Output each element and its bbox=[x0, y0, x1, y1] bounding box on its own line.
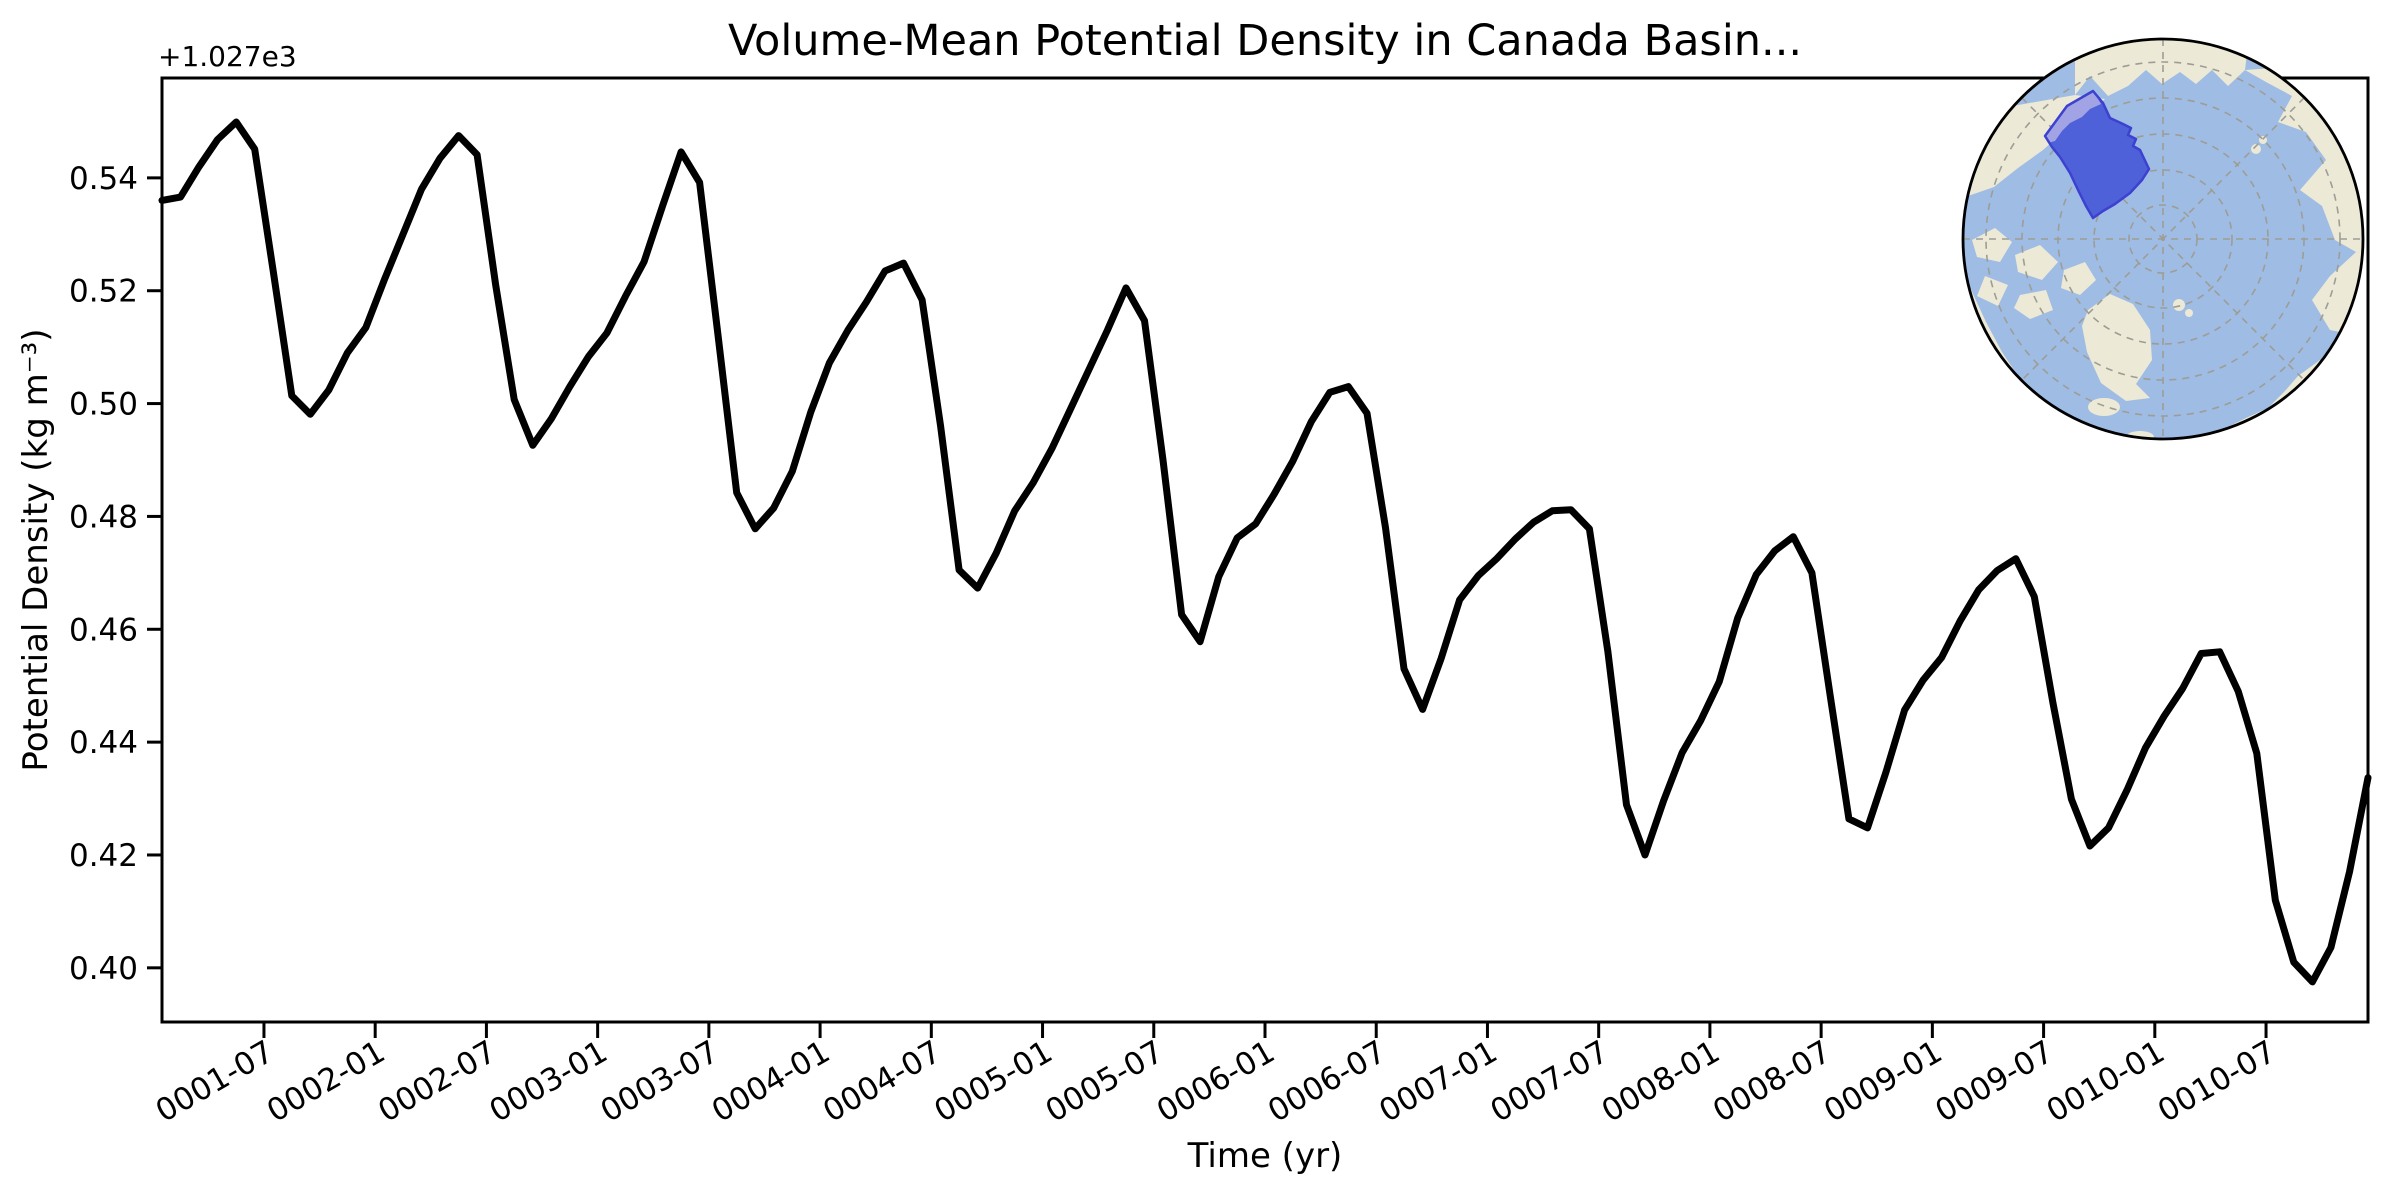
land-iceland bbox=[2088, 398, 2120, 416]
land-svalbard bbox=[2185, 309, 2193, 317]
x-tick-label: 0009-01 bbox=[1818, 1034, 1948, 1130]
land-sz-island bbox=[2251, 144, 2261, 154]
land-arctic-islands bbox=[1972, 228, 2012, 262]
x-tick-label: 0004-01 bbox=[706, 1034, 836, 1130]
land-greenland bbox=[2082, 294, 2152, 401]
x-tick-label: 0002-07 bbox=[372, 1034, 502, 1130]
land-russia-kola bbox=[2312, 252, 2363, 340]
x-tick-label: 0005-01 bbox=[928, 1034, 1058, 1130]
x-tick-label: 0010-07 bbox=[2152, 1034, 2282, 1130]
canada-basin-fill-over-land bbox=[2045, 91, 2101, 143]
land-svalbard bbox=[2173, 299, 2185, 311]
y-tick-label: 0.50 bbox=[69, 387, 138, 423]
x-tick-label: 0003-07 bbox=[595, 1034, 725, 1130]
y-tick-label: 0.48 bbox=[69, 499, 138, 535]
x-tick-label: 0005-07 bbox=[1040, 1034, 1170, 1130]
land-arctic-islands bbox=[2015, 245, 2058, 280]
x-tick-label: 0008-01 bbox=[1596, 1034, 1726, 1130]
y-tick-label: 0.44 bbox=[69, 725, 138, 761]
x-tick-label: 0007-07 bbox=[1485, 1034, 1615, 1130]
canada-basin-outline bbox=[2043, 89, 2151, 220]
x-tick-label: 0007-01 bbox=[1373, 1034, 1503, 1130]
land-arctic-islands bbox=[2014, 290, 2053, 319]
x-tick-label: 0004-07 bbox=[817, 1034, 947, 1130]
x-tick-label: 0003-01 bbox=[483, 1034, 613, 1130]
y-axis-offset-label: +1.027e3 bbox=[158, 40, 297, 73]
land-chukotka bbox=[2075, 39, 2250, 96]
x-axis-label: Time (yr) bbox=[1187, 1136, 1343, 1176]
y-tick-label: 0.40 bbox=[69, 951, 138, 987]
land-arctic-islands bbox=[1977, 276, 2008, 306]
x-tick-label: 0002-01 bbox=[261, 1034, 391, 1130]
y-tick-label: 0.42 bbox=[69, 838, 138, 874]
x-tick-label: 0010-01 bbox=[2041, 1034, 2171, 1130]
y-tick-label: 0.54 bbox=[69, 161, 138, 197]
chart-title: Volume-Mean Potential Density in Canada … bbox=[727, 16, 1803, 66]
x-tick-label: 0001-07 bbox=[150, 1034, 280, 1130]
map-border-circle bbox=[1961, 37, 2365, 441]
canada-basin-fill bbox=[2045, 91, 2149, 218]
canada-basin-region-highlight bbox=[2043, 89, 2151, 220]
x-tick-label: 0009-07 bbox=[1929, 1034, 2059, 1130]
x-tick-label: 0008-07 bbox=[1707, 1034, 1837, 1130]
potential-density-line bbox=[158, 118, 2372, 986]
x-tick-label: 0006-01 bbox=[1151, 1034, 1281, 1130]
inset-map-arctic bbox=[1961, 37, 2365, 441]
y-tick-label: 0.52 bbox=[69, 274, 138, 310]
y-tick-label: 0.46 bbox=[69, 612, 138, 648]
x-tick-label: 0006-07 bbox=[1262, 1034, 1392, 1130]
